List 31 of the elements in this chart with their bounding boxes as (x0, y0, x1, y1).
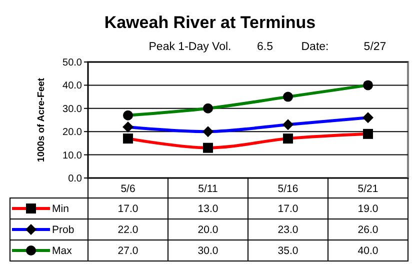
data-label: 30.0 (198, 245, 218, 258)
data-label: 19.0 (358, 203, 378, 216)
data-label: 27.0 (118, 245, 138, 258)
x-tick-label: 5/21 (358, 183, 378, 195)
text: Peak 1-Day Vol. (148, 41, 232, 53)
data-label: 17.0 (278, 203, 298, 216)
y-tick-label: 50.0 (62, 58, 82, 68)
text: Date: (301, 41, 329, 53)
x-tick-label: 5/6 (120, 183, 136, 195)
y-tick-label: 20.0 (62, 127, 82, 138)
y-tick-label: 0.0 (68, 174, 82, 184)
legend-label: Prob (52, 224, 74, 236)
data-label: 20.0 (198, 224, 218, 236)
y-tick-label: 30.0 (62, 104, 82, 115)
y-tick-label: 40.0 (62, 80, 82, 92)
text: 6.5 (257, 41, 273, 53)
x-tick-label: 5/16 (278, 183, 298, 195)
legend-label: Max (52, 245, 73, 258)
data-label: 23.0 (278, 224, 298, 236)
data-label: 13.0 (198, 203, 218, 216)
y-tick-label: 10.0 (62, 150, 82, 162)
data-label: 17.0 (118, 203, 138, 216)
data-label: 26.0 (358, 224, 378, 236)
data-label: 35.0 (278, 245, 298, 258)
y-axis-title: 1000s of Acre-Feet (36, 77, 47, 162)
data-label: 40.0 (358, 245, 378, 258)
chart-title: Kaweah River at Terminus (104, 13, 316, 32)
data-label: 22.0 (118, 224, 138, 236)
text: 5/27 (364, 41, 386, 53)
x-tick-label: 5/11 (198, 183, 218, 195)
legend-label: Min (52, 203, 70, 216)
